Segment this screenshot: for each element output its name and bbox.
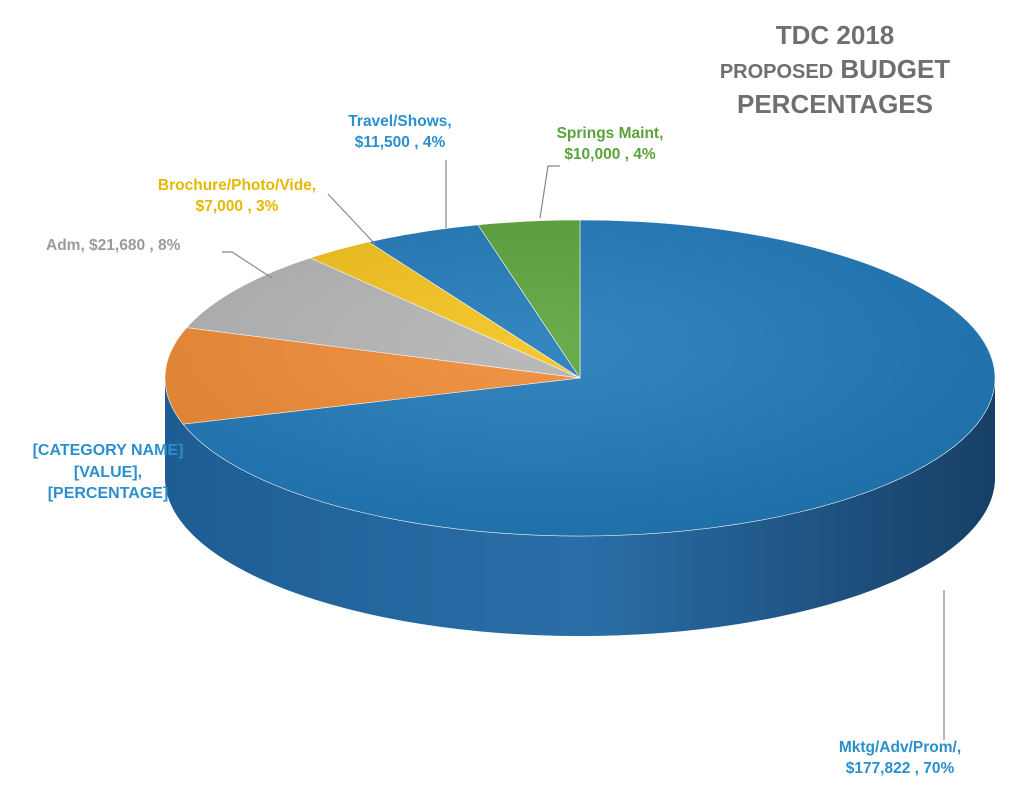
- data-label-springs-maint: Springs Maint, $10,000 , 4%: [520, 124, 700, 166]
- title-line-3: PERCENTAGES: [737, 88, 933, 119]
- pie-side-wall: [165, 378, 995, 636]
- label-name: Brochure/Photo/Vide,: [157, 177, 317, 194]
- data-label-travel-shows: Travel/Shows, $11,500 , 4%: [315, 112, 485, 154]
- data-label-category-placeholder: [CATEGORY NAME] [VALUE], [PERCENTAGE]: [8, 440, 208, 505]
- label-name: Travel/Shows,: [348, 113, 452, 130]
- title-line-2: PROPOSED BUDGET: [690, 52, 980, 86]
- pie-top-faces: [164, 219, 996, 537]
- label-value: $7,000 , 3%: [195, 197, 279, 215]
- label-name: Mktg/Adv/Prom/,: [838, 739, 962, 756]
- label-value: $177,822 , 70%: [845, 759, 955, 777]
- pie-top-shading: [165, 220, 995, 536]
- label-value: [VALUE],: [73, 463, 143, 481]
- label-name: [CATEGORY NAME]: [32, 442, 184, 459]
- chart-title: TDC 2018 PROPOSED BUDGET PERCENTAGES: [690, 18, 980, 121]
- label-percent: [PERCENTAGE]: [47, 485, 169, 503]
- title-line-1: TDC 2018: [775, 20, 895, 50]
- leader-lines: [222, 160, 945, 740]
- data-label-adm: Adm, $21,680 , 8%: [46, 236, 266, 257]
- title-proposed: PROPOSED: [719, 61, 834, 84]
- title-budget: BUDGET: [840, 54, 951, 85]
- pie-side-mktg: [165, 378, 995, 636]
- label-value: $10,000 , 4%: [564, 145, 656, 163]
- data-label-mktg: Mktg/Adv/Prom/, $177,822 , 70%: [800, 738, 1000, 780]
- leader-brochure: [327, 193, 376, 245]
- label-name: Adm, $21,680 , 8%: [46, 237, 181, 254]
- leader-adm: [222, 251, 273, 279]
- label-name: Springs Maint,: [556, 125, 664, 142]
- label-value: $11,500 , 4%: [354, 133, 446, 151]
- leader-springs-maint: [539, 165, 560, 219]
- data-label-brochure: Brochure/Photo/Vide, $7,000 , 3%: [132, 176, 342, 218]
